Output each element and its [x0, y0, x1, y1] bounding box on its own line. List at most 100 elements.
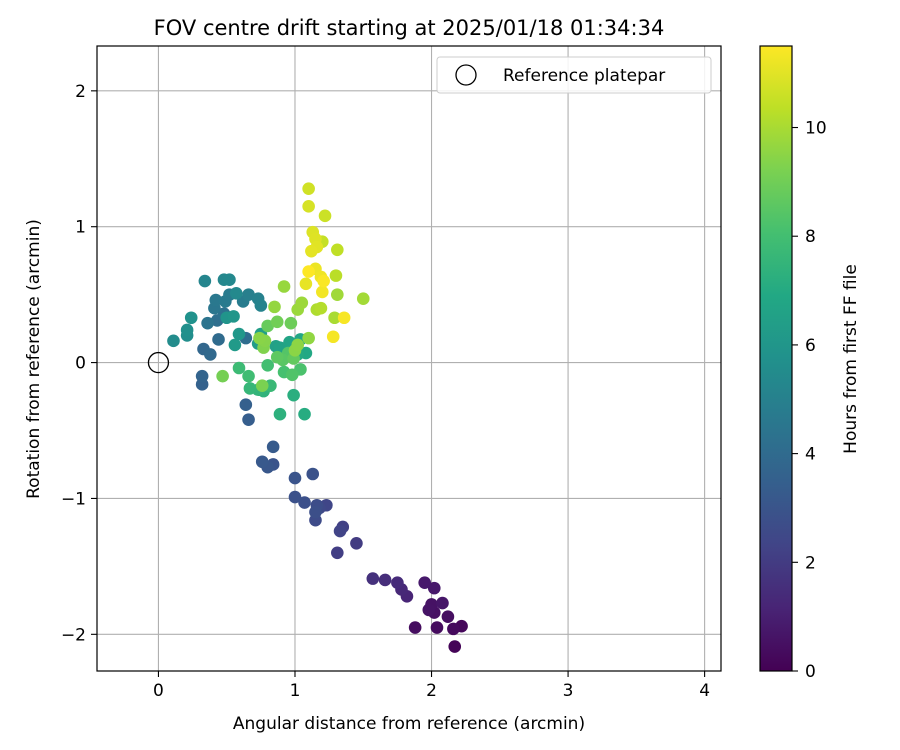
reference-marker-layer — [147, 351, 170, 374]
scatter-point — [302, 331, 315, 345]
scatter-point — [331, 288, 344, 301]
scatter-point — [285, 368, 299, 382]
scatter-point — [422, 603, 436, 617]
scatter-point — [366, 572, 380, 585]
scatter-point — [232, 327, 246, 341]
y-tick-label: 2 — [75, 82, 86, 102]
scatter-point — [350, 536, 363, 550]
scatter-point — [418, 576, 432, 589]
scatter-point — [314, 301, 328, 315]
x-axis-label: Angular distance from reference (arcmin) — [233, 714, 585, 734]
y-tick-label: 1 — [75, 218, 86, 238]
scatter-point — [302, 265, 315, 278]
y-axis-label: Rotation from reference (arcmin) — [24, 219, 44, 499]
scatter-point — [305, 244, 318, 258]
scatter-point — [298, 496, 311, 509]
scatter-point — [201, 316, 214, 330]
scatter-point — [212, 333, 225, 346]
scatter-point — [254, 299, 268, 312]
colorbar-tick-label: 8 — [805, 227, 816, 247]
legend: Reference platepar — [436, 56, 712, 94]
scatter-point — [223, 273, 236, 286]
scatter-point — [333, 524, 347, 538]
colorbar-tick-label: 10 — [805, 119, 827, 139]
scatter-point — [448, 640, 462, 653]
colorbar-tick-label: 2 — [805, 553, 816, 573]
legend-label: Reference platepar — [503, 66, 665, 86]
scatter-point — [242, 288, 255, 301]
legend-reference-marker — [455, 64, 477, 86]
colorbar-tick-label: 6 — [805, 336, 816, 356]
colorbar-label: Hours from first FF file — [841, 264, 861, 454]
scatter-point — [447, 622, 460, 636]
scatter-point — [291, 338, 305, 352]
scatter-point — [184, 311, 198, 325]
scatter-point — [302, 182, 315, 195]
scatter-point — [270, 315, 284, 329]
scatter-point — [266, 440, 280, 454]
grid-lines — [97, 46, 721, 671]
scatter-point — [270, 350, 284, 364]
scatter-point — [295, 296, 309, 310]
scatter-point — [204, 348, 217, 361]
scatter-point — [408, 621, 422, 634]
scatter-point — [331, 546, 344, 560]
scatter-point — [227, 310, 240, 323]
scatter-point — [378, 573, 392, 587]
scatter-point — [441, 610, 455, 623]
scatter-point — [298, 407, 311, 421]
scatter-point — [315, 285, 329, 299]
scatter-point — [198, 274, 212, 288]
scatter-point — [242, 369, 255, 383]
scatter-point — [228, 338, 242, 352]
colorbar-ticks: 0 2 4 6 8 10 — [792, 119, 827, 682]
scatter-point — [232, 361, 246, 375]
scatter-points — [167, 182, 468, 653]
scatter-point — [317, 274, 330, 288]
scatter-point — [288, 471, 302, 485]
y-tick-label: −2 — [61, 625, 86, 645]
x-tick-label: 0 — [153, 681, 164, 701]
scatter-point — [331, 243, 344, 257]
scatter-point — [261, 319, 274, 333]
scatter-point — [309, 505, 322, 519]
scatter-point — [243, 382, 257, 395]
scatter-point — [284, 316, 298, 330]
x-tick-label: 1 — [290, 681, 301, 701]
reference-platepar-marker — [147, 351, 170, 374]
scatter-point — [195, 369, 209, 383]
scatter-point — [356, 292, 370, 306]
scatter-point — [261, 358, 274, 372]
scatter-point — [326, 330, 340, 344]
scatter-point — [318, 209, 332, 223]
scatter-point — [253, 331, 266, 345]
scatter-point — [430, 621, 444, 634]
colorbar-gradient — [759, 45, 793, 672]
scatter-point — [255, 379, 269, 392]
colorbar-tick-label: 4 — [805, 445, 816, 465]
scatter-point — [288, 490, 302, 504]
colorbar: 0 2 4 6 8 10 Hours from first FF file — [759, 45, 861, 682]
scatter-point — [329, 269, 343, 282]
scatter-point — [209, 293, 223, 307]
scatter-point — [239, 398, 253, 411]
y-tick-label: 0 — [75, 354, 86, 374]
x-tick-label: 4 — [699, 681, 710, 701]
scatter-point — [167, 334, 180, 348]
x-tick-label: 2 — [426, 681, 437, 701]
scatter-point — [268, 300, 281, 314]
scatter-point — [277, 280, 291, 293]
scatter-point — [229, 286, 243, 300]
scatter-point — [436, 596, 449, 610]
scatter-point — [328, 311, 341, 325]
scatter-point — [427, 581, 441, 595]
scatter-point — [242, 413, 255, 426]
scatter-point — [299, 277, 313, 291]
colorbar-tick-label: 0 — [805, 662, 816, 682]
scatter-point — [306, 467, 320, 481]
scatter-point — [216, 369, 229, 383]
x-axis-ticks: 0 1 2 3 4 — [153, 671, 710, 701]
y-axis-ticks: −2 −1 0 1 2 — [61, 82, 97, 645]
scatter-point — [391, 576, 404, 589]
scatter-point — [180, 323, 194, 337]
